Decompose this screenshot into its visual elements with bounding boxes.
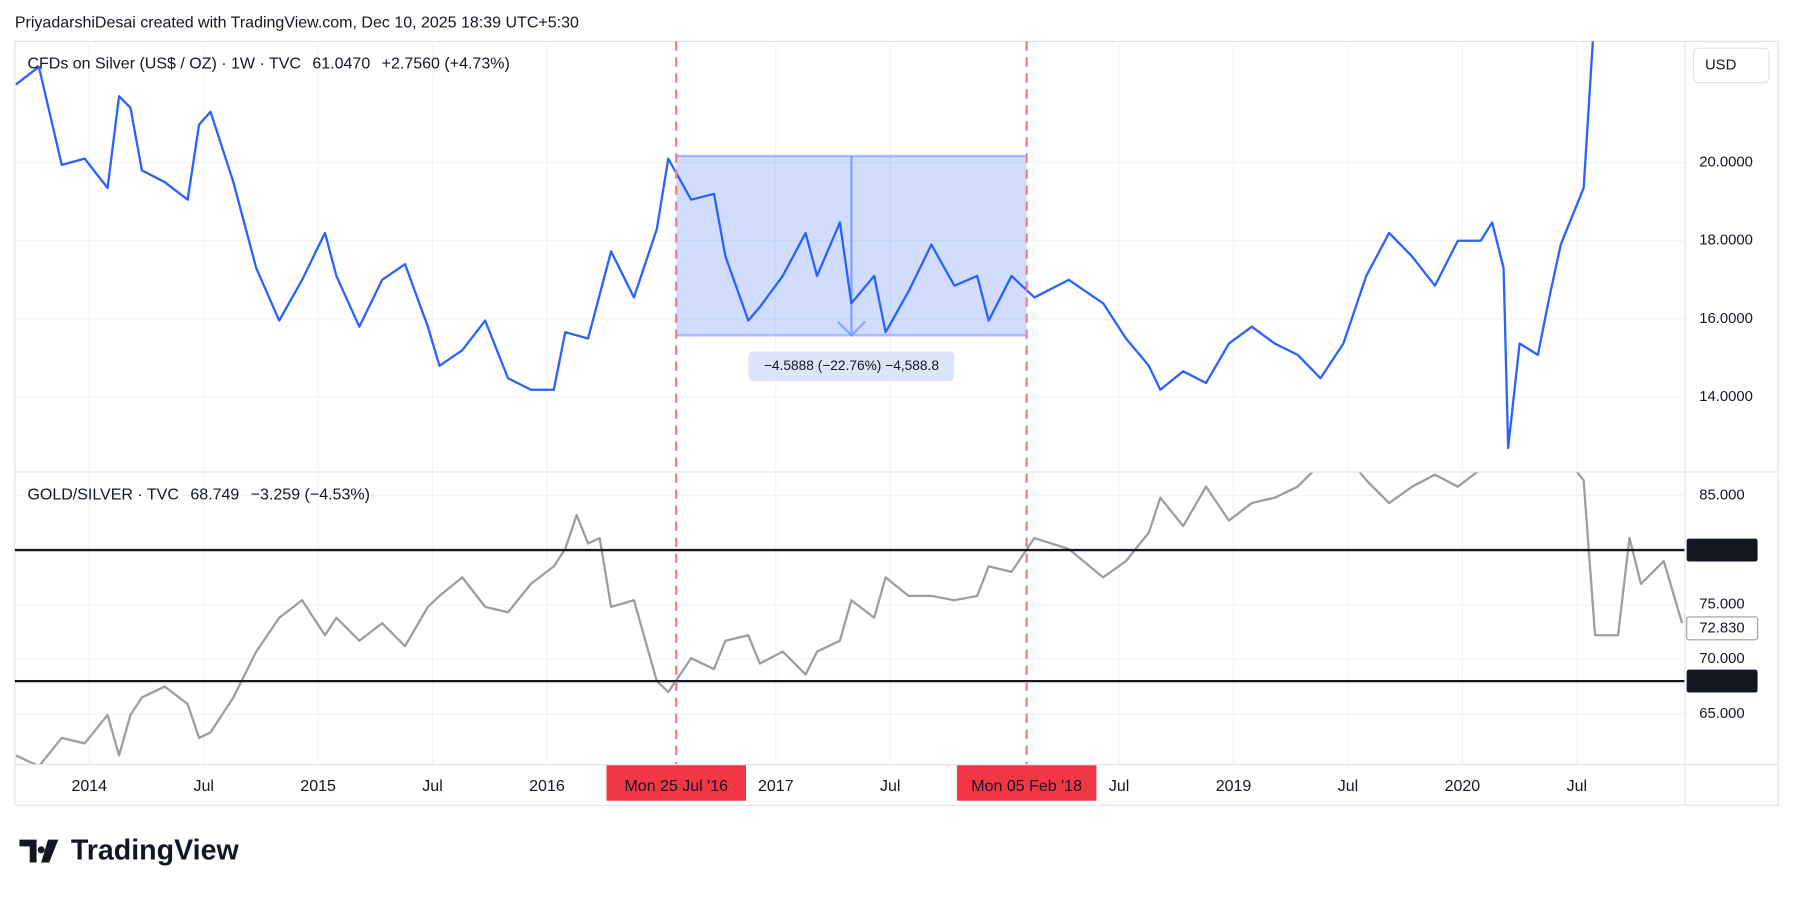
- legend-change: +2.7560 (+4.73%): [382, 56, 510, 73]
- measure-box: [676, 155, 1027, 336]
- x-tick-label: 2017: [758, 778, 794, 795]
- x-tick-label: Jul: [1567, 778, 1587, 795]
- legend-value: 68.749: [190, 487, 239, 504]
- currency[interactable]: USD: [1705, 57, 1737, 73]
- y-tick-label: 14.0000: [1699, 389, 1753, 405]
- grid: [14, 41, 1685, 765]
- x-tick-label: 2016: [529, 778, 565, 795]
- overlay: 14.0000 16.0000 18.0000 20.0000 CFDs on Silv…: [14, 41, 1759, 801]
- level-tag: [1686, 538, 1758, 562]
- measure-label: −4.5888 (−22.76%) −4,588.8: [764, 358, 939, 373]
- y-tick-label: 20.0000: [1699, 155, 1753, 171]
- date-marker-label: Mon 05 Feb '18: [971, 778, 1082, 795]
- legend-change: −3.259 (−4.53%): [251, 487, 370, 504]
- legend-title: CFDs on Silver (US$ / OZ) · 1W · TVC: [27, 56, 301, 73]
- x-tick-label: 2020: [1445, 778, 1481, 795]
- x-tick-label: 2019: [1216, 778, 1252, 795]
- measure-label-box: [748, 351, 955, 382]
- x-tick-label: Jul: [1109, 778, 1129, 795]
- x-tick-label: Jul: [422, 778, 442, 795]
- x-tick-label: Jul: [1338, 778, 1358, 795]
- legend-title: GOLD/SILVER · TVC: [27, 487, 178, 504]
- x-tick-label: 2014: [71, 778, 107, 795]
- level-label: 80.000: [1699, 542, 1744, 558]
- y-tick-label: 85.000: [1699, 487, 1744, 503]
- price-tag-label: 72.830: [1699, 620, 1744, 636]
- y-tick-label: 75.000: [1699, 597, 1744, 613]
- logo-icon: [19, 839, 59, 863]
- brand: TradingView: [71, 835, 240, 867]
- date-marker-tag: [956, 765, 1097, 801]
- series-line: [15, 41, 1594, 450]
- plot: [15, 41, 1684, 765]
- x-tick-label: Jul: [880, 778, 900, 795]
- x-tick-label: Jul: [193, 778, 213, 795]
- date-marker-tag: [606, 765, 747, 801]
- y-tick-label: 16.0000: [1699, 311, 1753, 327]
- y-tick-label: 70.000: [1699, 651, 1744, 667]
- x-tick-label: 2015: [300, 778, 336, 795]
- y-tick-label: 18.0000: [1699, 233, 1753, 249]
- level-tag: [1686, 669, 1758, 693]
- price-tag: [1686, 616, 1759, 641]
- date-marker-label: Mon 25 Jul '16: [624, 778, 728, 795]
- level-label: 68.000: [1699, 673, 1744, 689]
- currency-button[interactable]: [1692, 47, 1770, 84]
- chart-frame: [14, 40, 1779, 806]
- y-tick-label: 65.000: [1699, 706, 1744, 722]
- measure-arrow: [836, 155, 866, 337]
- series-line: [15, 472, 1684, 765]
- brand-logo: TradingView: [19, 835, 239, 867]
- legend-value: 61.0470: [312, 56, 370, 73]
- header: PriyadarshiDesai created with TradingVie…: [15, 14, 579, 31]
